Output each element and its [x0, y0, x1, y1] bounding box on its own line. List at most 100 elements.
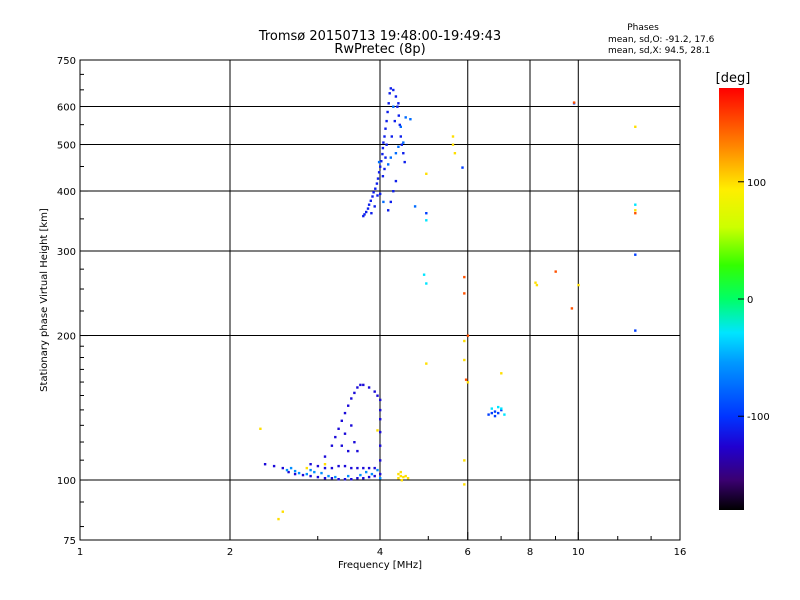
echo-point [362, 214, 365, 218]
echo-point [379, 192, 382, 196]
echo-point [379, 398, 382, 402]
echo-point [634, 203, 637, 206]
echo-point [422, 273, 426, 276]
echo-point [370, 472, 374, 476]
echo-point [367, 203, 371, 206]
echo-point [347, 474, 350, 478]
echo-point [281, 466, 284, 470]
data-points [259, 87, 637, 521]
y-tick-label: 750 [57, 56, 76, 67]
echo-point [293, 469, 297, 473]
phase-info-heading: Phases [627, 23, 659, 33]
colorbar-tick-label: 0 [747, 295, 753, 306]
echo-point [379, 430, 382, 434]
echo-point [463, 339, 466, 343]
echo-point [327, 474, 330, 478]
echo-point [463, 483, 466, 486]
echo-point [367, 386, 371, 389]
echo-point [392, 88, 395, 92]
echo-point [323, 463, 327, 466]
echo-point [334, 435, 337, 439]
echo-point [389, 87, 392, 90]
echo-point [285, 468, 289, 472]
x-tick-label: 16 [674, 547, 687, 558]
echo-point [463, 358, 466, 362]
axis-ticks: 1 2 4 6 8 10 16 75 100 200 300 400 500 600 750 [57, 56, 686, 558]
echo-point [313, 470, 316, 474]
echo-point [340, 419, 343, 422]
echo-point [461, 166, 464, 169]
echo-point [376, 194, 379, 197]
echo-point [390, 135, 393, 138]
echo-point [402, 152, 405, 155]
echo-point [369, 199, 372, 202]
echo-point [404, 474, 407, 478]
echo-point [350, 466, 353, 470]
echo-point [634, 209, 637, 212]
colorbar-label: [deg] [716, 71, 751, 86]
echo-point [464, 378, 468, 381]
echo-point [425, 212, 428, 215]
echo-point [376, 429, 379, 432]
echo-point [397, 102, 400, 105]
colorbar-tick-label: -100 [747, 412, 770, 423]
echo-point [343, 411, 347, 415]
x-tick-label: 2 [227, 547, 233, 558]
echo-point [297, 471, 301, 475]
echo-point [373, 474, 376, 478]
echo-point [503, 413, 506, 416]
phase-info-x: mean, sd,X: 94.5, 28.1 [608, 46, 710, 56]
echo-point [389, 156, 392, 159]
y-tick-label: 400 [57, 187, 76, 198]
echo-point [570, 307, 574, 310]
echo-point [392, 190, 395, 193]
y-tick-label: 300 [57, 247, 76, 258]
echo-point [343, 432, 347, 435]
echo-point [323, 455, 327, 458]
echo-point [534, 281, 537, 284]
echo-point [384, 156, 387, 159]
echo-point [382, 141, 385, 144]
echo-point [400, 143, 403, 146]
echo-point [466, 334, 470, 337]
echo-point [413, 205, 417, 208]
echo-point [493, 410, 497, 413]
echo-point [400, 479, 403, 482]
echo-point [301, 473, 305, 477]
echo-point [305, 472, 308, 476]
echo-point [399, 470, 402, 474]
echo-point [572, 101, 576, 104]
echo-point [490, 407, 493, 410]
echo-point [365, 470, 368, 474]
echo-point [634, 253, 637, 256]
echo-point [316, 475, 320, 479]
echo-point [500, 407, 503, 410]
echo-point [373, 205, 376, 208]
echo-point [293, 472, 297, 476]
echo-point [493, 414, 497, 418]
echo-point [350, 424, 353, 427]
phase-info-o: mean, sd,O: -91.2, 17.6 [608, 35, 715, 45]
echo-point [366, 207, 370, 210]
echo-point [272, 464, 276, 468]
echo-point [554, 270, 557, 273]
echo-point [384, 127, 387, 130]
chart-subtitle: RwPretec (8p) [334, 42, 425, 57]
echo-point [323, 466, 327, 470]
echo-point [500, 372, 503, 375]
echo-point [350, 478, 353, 481]
echo-point [380, 160, 383, 163]
echo-point [383, 135, 386, 138]
echo-point [362, 383, 365, 387]
echo-point [634, 212, 637, 215]
echo-point [535, 283, 539, 287]
chart-title: Tromsø 20150713 19:48:00-19:49:43 [258, 29, 501, 44]
echo-point [387, 209, 390, 212]
echo-point [320, 471, 323, 475]
echo-point [425, 219, 428, 222]
echo-point [397, 114, 400, 117]
echo-point [463, 275, 466, 279]
echo-point [389, 200, 392, 204]
echo-point [463, 459, 466, 462]
